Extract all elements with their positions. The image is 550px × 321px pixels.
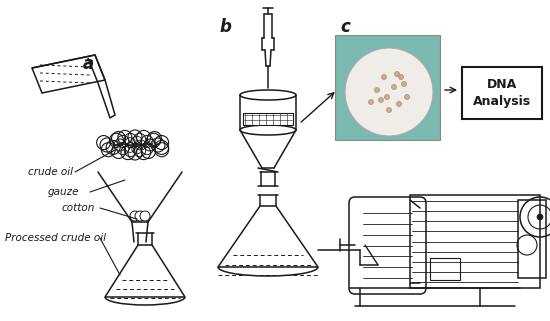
Circle shape xyxy=(368,100,373,105)
Text: a: a xyxy=(82,55,94,73)
Circle shape xyxy=(397,101,402,107)
Circle shape xyxy=(375,88,379,92)
Circle shape xyxy=(130,211,140,221)
Circle shape xyxy=(402,82,406,86)
Bar xyxy=(462,67,542,119)
Circle shape xyxy=(394,72,399,76)
Circle shape xyxy=(378,98,383,102)
Circle shape xyxy=(140,211,150,221)
Circle shape xyxy=(537,214,543,220)
Circle shape xyxy=(387,108,392,112)
Circle shape xyxy=(345,48,433,136)
Text: DNA
Analysis: DNA Analysis xyxy=(473,78,531,108)
Text: crude oil: crude oil xyxy=(28,167,73,177)
Bar xyxy=(430,258,460,280)
Circle shape xyxy=(135,211,145,221)
Text: gauze: gauze xyxy=(48,187,80,197)
Circle shape xyxy=(404,94,410,100)
Circle shape xyxy=(382,74,387,80)
Text: c: c xyxy=(340,18,350,36)
Text: cotton: cotton xyxy=(62,203,95,213)
Text: Processed crude oil: Processed crude oil xyxy=(5,233,106,243)
Text: b: b xyxy=(219,18,231,36)
Circle shape xyxy=(384,94,389,100)
Bar xyxy=(243,113,293,125)
Circle shape xyxy=(399,74,404,80)
Bar xyxy=(518,200,546,278)
Bar xyxy=(335,35,440,140)
Bar xyxy=(410,195,540,288)
Circle shape xyxy=(392,84,397,90)
